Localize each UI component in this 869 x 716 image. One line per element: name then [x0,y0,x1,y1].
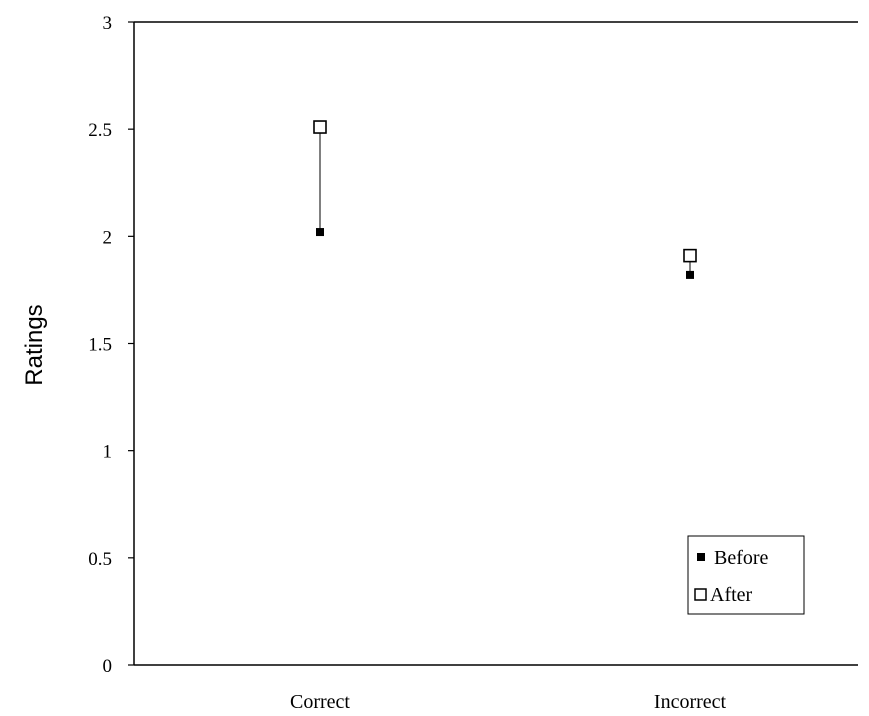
y-tick-label: 0 [103,656,113,677]
legend-marker-after [694,588,707,601]
legend-box [687,535,805,615]
connector-lines [319,127,691,275]
legend-marker-before [697,553,705,561]
marker-before [316,228,324,237]
data-markers [313,120,697,279]
marker-after [313,120,327,134]
marker-before [686,270,694,279]
y-axis-ticks: 0 0.5 1 1.5 2 2.5 3 [88,13,134,677]
y-tick-label: 1 [103,442,113,463]
y-tick-label: 1.5 [88,335,112,356]
legend-label-after: After [710,584,753,606]
y-tick-label: 0.5 [88,549,112,570]
x-axis-labels: Correct Incorrect [290,691,727,713]
y-tick-label: 2.5 [88,120,112,141]
x-category-label: Incorrect [654,691,727,713]
marker-after [683,248,697,263]
x-category-label: Correct [290,691,350,713]
y-tick-label: 2 [103,227,113,248]
y-tick-label: 3 [103,13,113,34]
legend-label-before: Before [714,547,769,569]
y-axis-label: Ratings [21,304,48,385]
legend: Before After [687,535,805,615]
